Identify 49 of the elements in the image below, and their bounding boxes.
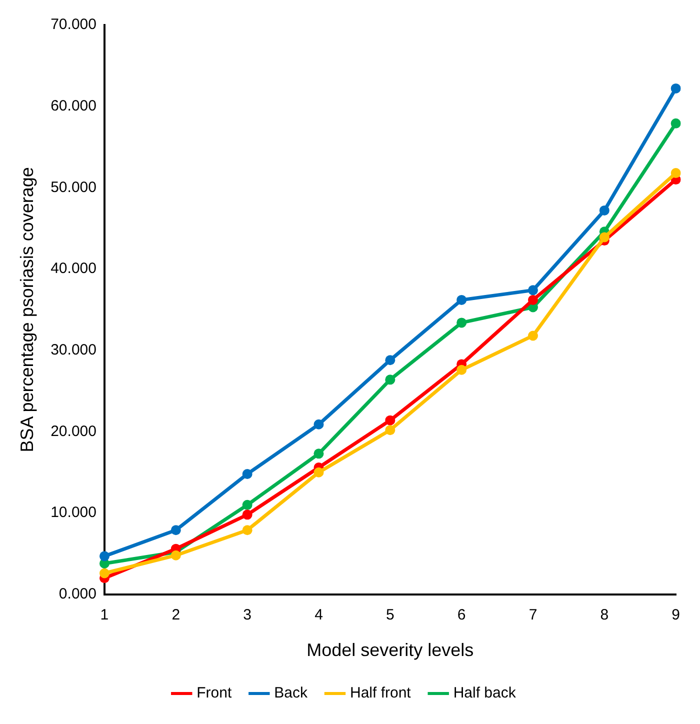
point <box>528 294 538 305</box>
y-tick-label: 30.000 <box>50 342 96 359</box>
point <box>242 469 252 480</box>
point <box>456 294 467 305</box>
point <box>242 500 252 510</box>
point <box>670 83 681 94</box>
point <box>456 318 467 328</box>
x-tick-label: 8 <box>600 606 609 624</box>
x-tick-label: 5 <box>386 606 394 624</box>
point <box>528 285 538 296</box>
point <box>99 568 110 578</box>
point <box>314 419 324 430</box>
y-tick-label: 10.000 <box>50 504 96 522</box>
x-axis-title: Model severity levels <box>306 640 474 660</box>
point <box>385 425 396 436</box>
point <box>599 232 610 242</box>
point <box>170 525 181 536</box>
x-tick-label: 6 <box>457 606 466 624</box>
point <box>242 525 252 536</box>
legend-label: Half back <box>453 684 516 702</box>
y-tick-label: 0.000 <box>58 586 96 603</box>
y-tick-label: 60.000 <box>50 97 96 114</box>
y-tick-label: 70.000 <box>50 16 96 34</box>
x-tick-label: 9 <box>672 606 680 624</box>
point <box>385 355 396 366</box>
y-tick-label: 40.000 <box>50 260 96 278</box>
point <box>385 374 396 385</box>
point <box>456 364 467 375</box>
point <box>528 330 538 341</box>
y-axis-title: BSA percentage psoriasis coverage <box>16 167 37 452</box>
point <box>670 168 681 178</box>
point <box>670 118 681 128</box>
x-tick-label: 2 <box>172 606 180 624</box>
x-tick-label: 7 <box>528 606 538 624</box>
point <box>314 448 324 459</box>
point <box>599 205 610 216</box>
x-tick-label: 4 <box>314 606 323 624</box>
point <box>170 550 181 560</box>
point <box>385 415 396 426</box>
y-tick-label: 50.000 <box>50 178 96 196</box>
legend-label: Half front <box>350 684 412 702</box>
y-tick-label: 20.000 <box>50 422 96 440</box>
point <box>242 510 252 520</box>
legend-label: Front <box>196 684 232 702</box>
point <box>314 467 324 478</box>
x-tick-label: 3 <box>243 606 252 624</box>
x-tick-label: 1 <box>100 606 109 624</box>
point <box>99 551 110 562</box>
legend-label: Back <box>274 684 308 702</box>
